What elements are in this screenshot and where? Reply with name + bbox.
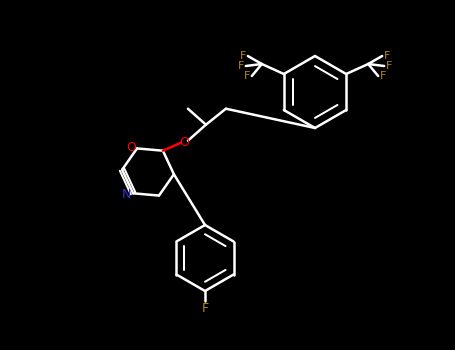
Text: F: F	[240, 51, 246, 61]
Text: O: O	[126, 141, 136, 154]
Text: F: F	[386, 61, 392, 71]
Text: O: O	[179, 136, 189, 149]
Text: N: N	[121, 188, 131, 201]
Text: F: F	[384, 51, 390, 61]
Text: F: F	[202, 301, 208, 315]
Text: F: F	[380, 71, 386, 81]
Text: F: F	[238, 61, 244, 71]
Text: F: F	[243, 71, 250, 81]
